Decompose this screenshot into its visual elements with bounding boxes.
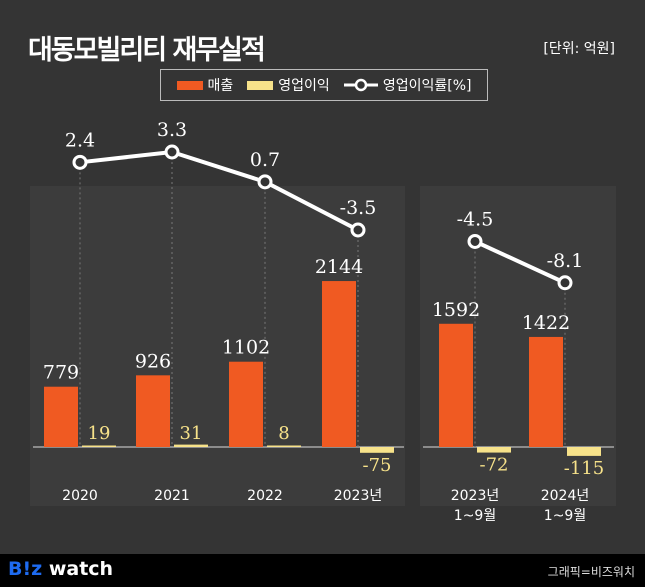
chart-title: 대동모빌리티 재무실적 — [28, 35, 266, 66]
op-profit-label: 31 — [180, 423, 203, 444]
logo-part: B!z — [8, 558, 43, 580]
margin-label: -4.5 — [457, 208, 494, 230]
legend-op-profit: 영업이익 — [247, 75, 330, 95]
x-tick-label: 1~9월 — [544, 508, 586, 524]
x-tick-label: 2023년 — [334, 488, 383, 504]
revenue-label: 1102 — [222, 337, 270, 359]
op-profit-bar — [267, 445, 301, 447]
margin-point — [467, 233, 483, 249]
revenue-bar — [322, 281, 356, 447]
op-profit-bar — [360, 447, 394, 453]
x-tick-label: 2021 — [154, 488, 190, 504]
op-profit-label: -75 — [363, 455, 392, 476]
bizwatch-logo: B!z watch — [8, 558, 113, 580]
legend-swatch-revenue — [176, 80, 203, 90]
chart-svg: 779 19 2020 926 31 2021 1102 8 2022 2144 -75 2023년 1… — [33, 119, 614, 524]
revenue-bar — [136, 375, 170, 447]
revenue-bar — [44, 386, 78, 447]
op-profit-bar — [174, 444, 208, 447]
x-tick-label: 1~9월 — [454, 508, 496, 524]
op-profit-bar — [82, 445, 116, 447]
legend: 매출 영업이익 영업이익률[%] — [160, 69, 488, 101]
margin-line — [79, 149, 359, 232]
x-tick-label: 2024년 — [541, 488, 590, 504]
revenue-label: 926 — [135, 350, 171, 372]
op-profit-label: -115 — [564, 458, 604, 479]
margin-label: 3.3 — [157, 119, 187, 141]
revenue-bar — [439, 323, 473, 447]
logo-part: watch — [42, 558, 114, 580]
margin-point — [164, 144, 180, 160]
legend-line-marker-icon — [343, 78, 378, 92]
x-tick-label: 2020 — [62, 488, 98, 504]
margin-point — [257, 174, 273, 190]
footer: B!z watch 그래픽=비즈워치 — [0, 554, 645, 587]
unit-label: [단위: 억원] — [543, 41, 615, 57]
margin-label: -8.1 — [547, 250, 584, 272]
revenue-label: 1592 — [432, 299, 480, 321]
revenue-label: 2144 — [315, 256, 363, 278]
x-tick-label: 2023년 — [451, 488, 500, 504]
legend-label: 영업이익 — [278, 78, 330, 94]
op-profit-bar — [477, 447, 511, 453]
margin-label: 2.4 — [65, 129, 95, 151]
op-profit-label: -72 — [480, 455, 509, 476]
op-profit-label: 8 — [278, 423, 289, 444]
credit: 그래픽=비즈워치 — [547, 565, 635, 579]
margin-line — [474, 239, 566, 285]
margin-point — [72, 154, 88, 170]
legend-margin: 영업이익률[%] — [343, 75, 472, 95]
x-tick-label: 2022 — [247, 488, 283, 504]
legend-label: 매출 — [207, 78, 234, 94]
margin-label: -3.5 — [340, 197, 377, 219]
margin-label: 0.7 — [250, 149, 280, 171]
margin-point — [350, 222, 366, 238]
legend-label: 영업이익률[%] — [382, 78, 472, 94]
op-profit-label: 19 — [88, 423, 111, 444]
op-profit-bar — [567, 447, 601, 456]
legend-swatch-op-profit — [247, 80, 274, 90]
revenue-bar — [529, 336, 563, 447]
revenue-bar — [229, 361, 263, 447]
legend-revenue: 매출 — [176, 75, 234, 95]
revenue-label: 1422 — [522, 312, 570, 334]
margin-point — [557, 275, 573, 291]
revenue-label: 779 — [43, 362, 79, 384]
